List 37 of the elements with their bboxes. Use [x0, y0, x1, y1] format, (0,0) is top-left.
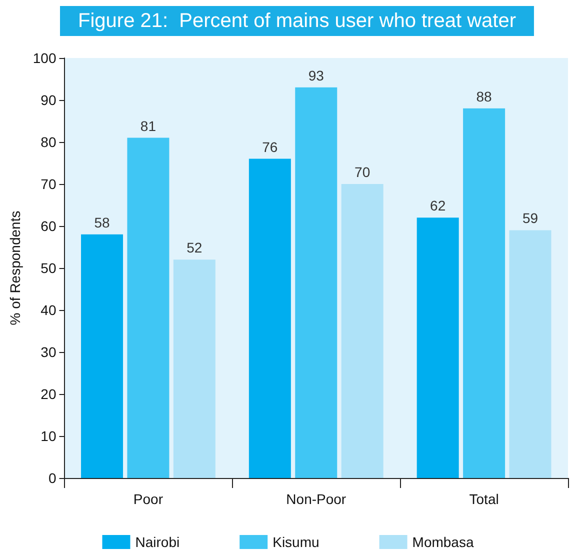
data-label: 70: [354, 164, 370, 180]
y-tick-label: 20: [40, 386, 56, 402]
bar: [416, 218, 459, 478]
y-tick-label: 60: [40, 218, 56, 234]
bar: [81, 234, 124, 478]
y-tick-label: 100: [32, 50, 56, 66]
data-label: 62: [430, 198, 446, 214]
y-axis-title: % of Respondents: [7, 210, 23, 326]
bar: [248, 158, 291, 478]
y-tick-label: 0: [48, 470, 56, 486]
y-tick-label: 50: [40, 260, 56, 276]
data-label: 52: [186, 240, 202, 256]
bar: [173, 260, 216, 478]
y-tick-label: 70: [40, 176, 56, 192]
y-tick-label: 90: [40, 92, 56, 108]
bar: [295, 87, 338, 478]
y-tick-label: 30: [40, 344, 56, 360]
bar: [509, 230, 552, 478]
bar: [127, 138, 170, 478]
y-tick-label: 80: [40, 134, 56, 150]
x-tick-label: Total: [469, 491, 499, 507]
y-tick-label: 40: [40, 302, 56, 318]
legend-label: Kisumu: [272, 534, 320, 550]
data-label: 58: [94, 214, 110, 230]
data-label: 76: [262, 138, 278, 155]
chart-title: Figure 21: Percent of mains user who treat water: [78, 10, 516, 32]
legend-label: Nairobi: [135, 534, 180, 550]
bar: [463, 108, 506, 478]
x-tick-label: Non-Poor: [286, 491, 346, 507]
data-label: 93: [308, 67, 324, 84]
x-tick-label: Poor: [133, 491, 164, 507]
data-label: 59: [522, 210, 538, 226]
legend-label: Mombasa: [412, 534, 474, 550]
data-label: 88: [476, 88, 492, 104]
data-label: 81: [140, 118, 156, 134]
y-tick-label: 10: [40, 428, 56, 444]
bar: [341, 184, 384, 478]
